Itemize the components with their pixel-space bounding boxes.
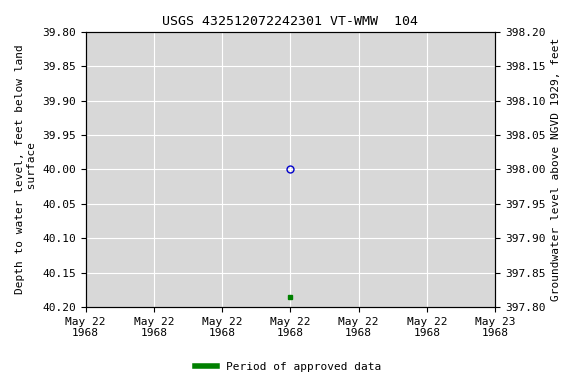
Y-axis label: Groundwater level above NGVD 1929, feet: Groundwater level above NGVD 1929, feet: [551, 38, 561, 301]
Title: USGS 432512072242301 VT-WMW  104: USGS 432512072242301 VT-WMW 104: [162, 15, 418, 28]
Y-axis label: Depth to water level, feet below land
 surface: Depth to water level, feet below land su…: [15, 45, 37, 294]
Legend: Period of approved data: Period of approved data: [191, 358, 385, 377]
